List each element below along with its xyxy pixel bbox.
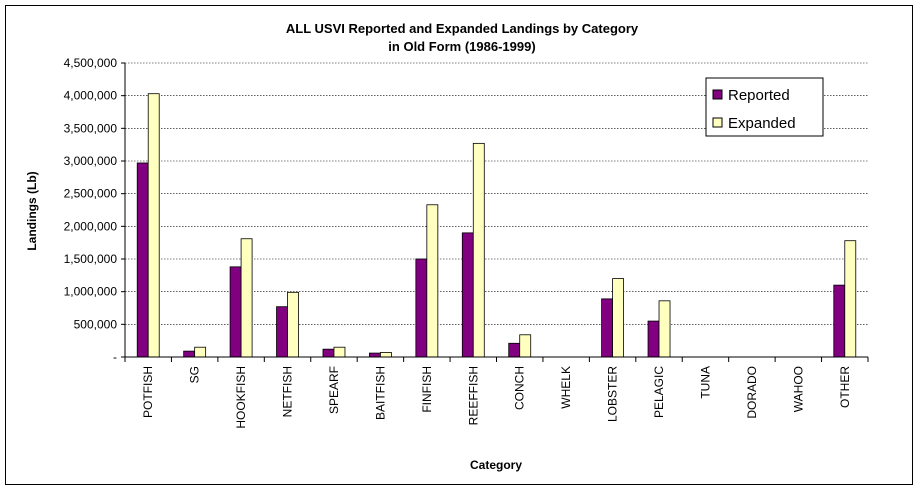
y-tick-label: 3,000,000	[64, 154, 118, 168]
category-label: LOBSTER	[606, 366, 620, 422]
bar-reported	[461, 232, 474, 358]
bar-reported	[229, 266, 242, 358]
bar-expanded	[519, 334, 532, 358]
category-label: PELAGIC	[652, 366, 666, 418]
category-label: FINFISH	[420, 366, 434, 413]
bar-expanded	[194, 346, 207, 358]
y-tick-label: 3,500,000	[64, 121, 118, 135]
y-tick-label: 1,500,000	[64, 252, 118, 266]
category-label: SPEARF	[327, 366, 341, 414]
bar-expanded	[844, 240, 857, 358]
category-label: POTFISH	[141, 366, 155, 418]
bar-reported	[647, 320, 660, 358]
category-label: WHELK	[559, 366, 573, 409]
legend-label-reported: Reported	[728, 87, 790, 104]
bar-expanded	[147, 93, 160, 358]
bar-expanded	[287, 291, 299, 358]
legend-swatch-expanded	[712, 117, 723, 128]
category-label: TUNA	[698, 366, 712, 399]
y-tick-label: 2,000,000	[64, 219, 118, 233]
category-label: DORADO	[745, 366, 759, 419]
chart-title: ALL USVI Reported and Expanded Landings …	[286, 21, 639, 36]
y-tick-label: -	[113, 350, 117, 364]
bar-reported	[183, 350, 196, 358]
category-label: BAITFISH	[373, 366, 387, 420]
bar-reported	[508, 342, 521, 358]
y-tick-label: 2,500,000	[64, 187, 118, 201]
category-label: OTHER	[838, 366, 852, 408]
legend-label-expanded: Expanded	[728, 115, 796, 132]
bar-reported	[276, 306, 288, 358]
bar-expanded	[380, 352, 392, 358]
y-tick-label: 1,000,000	[64, 285, 118, 299]
y-tick-label: 4,500,000	[64, 56, 118, 70]
category-label: HOOKFISH	[234, 366, 248, 429]
legend-box	[705, 77, 824, 137]
bar-expanded	[426, 204, 439, 358]
bar-reported	[369, 352, 381, 358]
bar-expanded	[612, 278, 624, 358]
bar-expanded	[333, 346, 346, 358]
bar-reported	[833, 284, 846, 358]
bar-reported	[322, 348, 335, 358]
y-tick-label: 500,000	[74, 317, 118, 331]
bar-reported	[601, 298, 613, 358]
bar-reported	[415, 258, 428, 358]
y-tick-label: 4,000,000	[64, 89, 118, 103]
bar-expanded	[658, 300, 671, 358]
y-axis-title: Landings (Lb)	[25, 171, 39, 250]
bar-reported	[136, 162, 149, 358]
legend: Reported Expanded	[705, 77, 824, 137]
category-labels: POTFISH SG HOOKFISH NETFISH SPEARF BAITFISH FI…	[124, 357, 869, 429]
bar-expanded	[240, 238, 253, 358]
y-tick-labels: - 500,000 1,000,000 1,500,000 2,000,000 2,500…	[64, 56, 125, 364]
bar-expanded	[472, 142, 485, 358]
category-label: CONCH	[513, 366, 527, 410]
category-label: WAHOO	[791, 366, 805, 412]
x-axis-title: Category	[470, 458, 522, 472]
category-label: NETFISH	[281, 366, 295, 417]
bars	[136, 93, 857, 358]
chart-subtitle: in Old Form (1986-1999)	[388, 39, 535, 54]
category-label: REEFFISH	[466, 366, 480, 425]
category-label: SG	[188, 366, 202, 383]
legend-swatch-reported	[712, 89, 723, 100]
